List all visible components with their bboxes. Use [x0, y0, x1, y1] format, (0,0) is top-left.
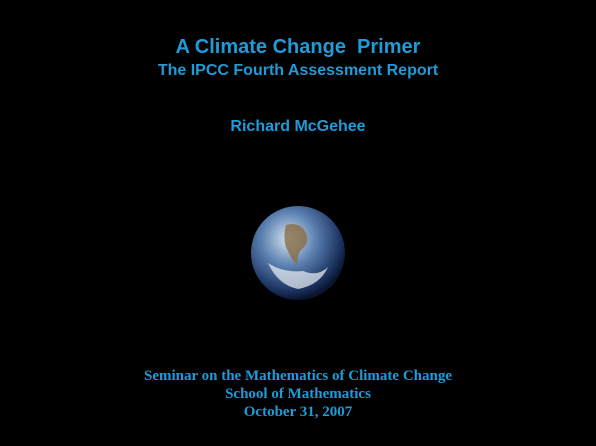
- subtitle: The IPCC Fourth Assessment Report: [157, 62, 439, 79]
- title: A Climate Change Primer: [175, 36, 421, 58]
- author: Richard McGehee: [230, 118, 366, 135]
- earth-image: [251, 206, 345, 300]
- footer-line: Seminar on the Mathematics of Climate Ch…: [143, 368, 453, 384]
- footer-line: School of Mathematics: [225, 386, 371, 402]
- footer-line: October 31, 2007: [243, 404, 353, 420]
